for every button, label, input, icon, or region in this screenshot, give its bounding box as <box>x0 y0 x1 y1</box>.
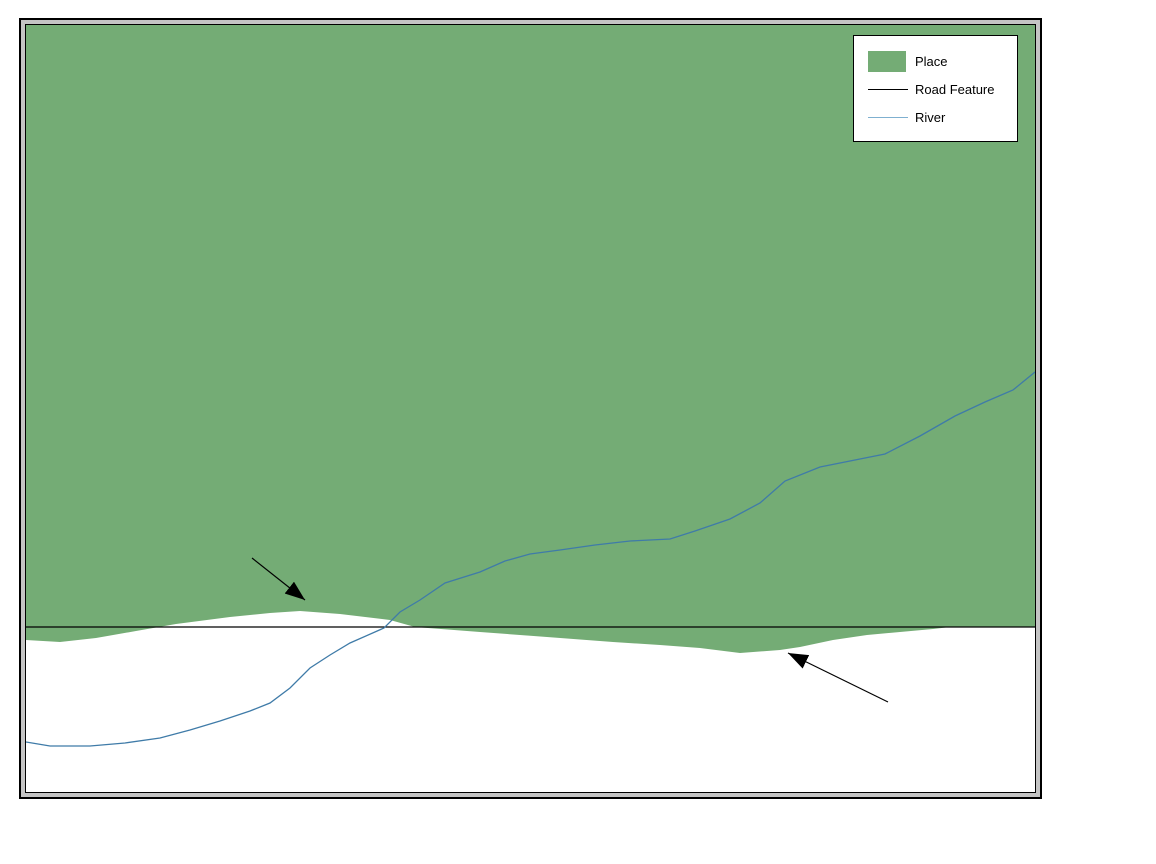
legend-label-place: Place <box>915 53 948 69</box>
legend: Place Road Feature River <box>853 35 1018 142</box>
annotation-arrow-1 <box>251 557 306 601</box>
road-feature-swatch-icon <box>868 88 908 90</box>
river-line <box>26 371 1035 747</box>
legend-item-river: River <box>868 103 1017 131</box>
legend-item-road-feature: Road Feature <box>868 75 1017 103</box>
place-swatch-icon <box>868 50 906 72</box>
legend-label-road-feature: Road Feature <box>915 81 995 97</box>
map-drawing <box>26 25 1035 747</box>
legend-item-place: Place <box>868 47 1017 75</box>
map-frame: Place Road Feature River <box>19 18 1042 799</box>
annotation-arrow-2 <box>787 652 889 703</box>
river-swatch-icon <box>868 116 908 118</box>
map-viewport[interactable]: Place Road Feature River <box>25 24 1036 793</box>
place-polygon <box>26 25 1035 653</box>
legend-label-river: River <box>915 109 946 125</box>
